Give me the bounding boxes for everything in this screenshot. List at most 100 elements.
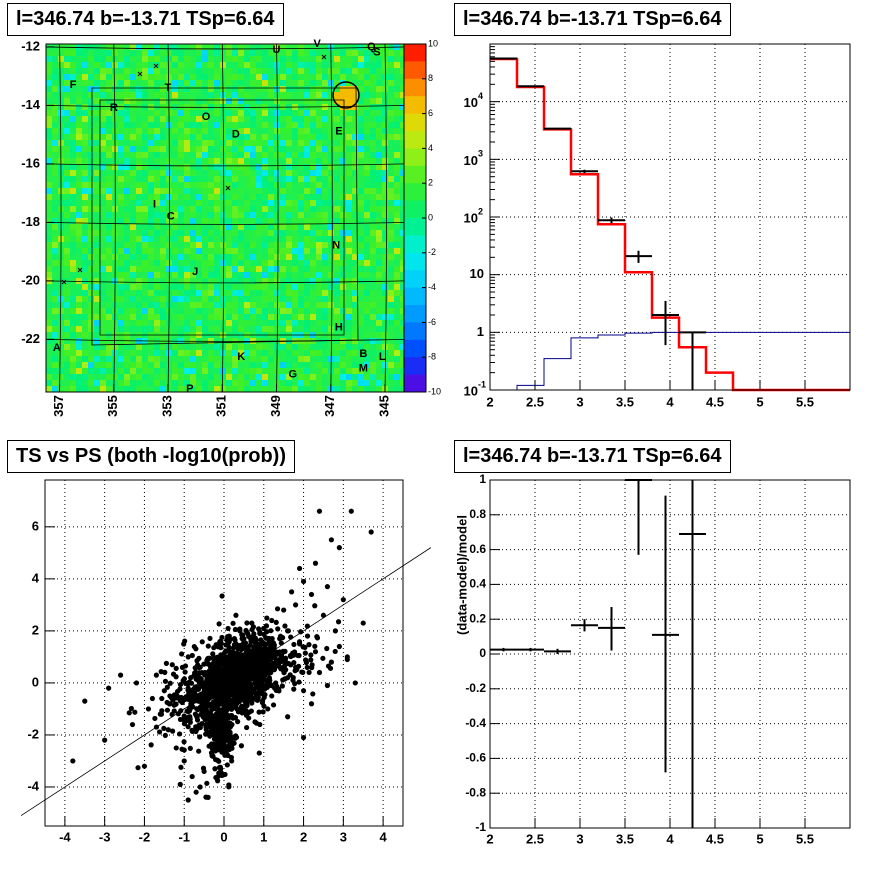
heatmap-cell bbox=[202, 308, 209, 315]
heatmap-cell bbox=[76, 122, 83, 129]
heatmap-cell bbox=[112, 356, 119, 363]
heatmap-cell bbox=[256, 284, 263, 291]
heatmap-cell bbox=[88, 140, 95, 147]
heatmap-cell bbox=[70, 272, 77, 279]
heatmap-cell bbox=[352, 176, 359, 183]
heatmap-cell bbox=[280, 44, 287, 51]
heatmap-cell bbox=[310, 236, 317, 243]
heatmap-cell bbox=[106, 362, 113, 369]
heatmap-cell bbox=[142, 110, 149, 117]
heatmap-cell bbox=[262, 200, 269, 207]
heatmap-cell bbox=[160, 266, 167, 273]
heatmap-cell bbox=[376, 374, 383, 381]
scatter-point bbox=[178, 764, 184, 770]
heatmap-cell bbox=[190, 284, 197, 291]
heatmap-cell bbox=[244, 356, 251, 363]
heatmap-cell bbox=[100, 140, 107, 147]
heatmap-cell bbox=[64, 92, 71, 99]
heatmap-cell bbox=[232, 284, 239, 291]
heatmap-cell bbox=[58, 92, 65, 99]
heatmap-cell bbox=[172, 116, 179, 123]
heatmap-cell bbox=[298, 260, 305, 267]
heatmap-cell bbox=[136, 80, 143, 87]
heatmap-cell bbox=[400, 176, 407, 183]
heatmap-cell bbox=[178, 386, 185, 393]
heatmap-cell bbox=[130, 68, 137, 75]
scatter-point bbox=[226, 633, 232, 639]
heatmap-cell bbox=[340, 212, 347, 219]
heatmap-cell bbox=[202, 182, 209, 189]
heatmap-cell bbox=[256, 158, 263, 165]
heatmap-cell bbox=[94, 380, 101, 387]
skymap-grid-meridian bbox=[59, 43, 62, 393]
heatmap-cell bbox=[250, 92, 257, 99]
scatter-point bbox=[268, 663, 274, 669]
heatmap-cell bbox=[118, 116, 125, 123]
heatmap-cell bbox=[70, 356, 77, 363]
heatmap-cell bbox=[388, 302, 395, 309]
heatmap-cell bbox=[250, 80, 257, 87]
heatmap-cell bbox=[358, 140, 365, 147]
heatmap-cell bbox=[106, 212, 113, 219]
heatmap-cell bbox=[196, 326, 203, 333]
heatmap-cell bbox=[100, 206, 107, 213]
heatmap-cell bbox=[400, 104, 407, 111]
scatter-point bbox=[306, 642, 312, 648]
scatter-point bbox=[181, 739, 187, 745]
heatmap-cell bbox=[124, 356, 131, 363]
heatmap-cell bbox=[352, 218, 359, 225]
heatmap-cell bbox=[268, 140, 275, 147]
heatmap-cell bbox=[394, 104, 401, 111]
heatmap-cell bbox=[160, 206, 167, 213]
heatmap-cell bbox=[394, 362, 401, 369]
heatmap-cell bbox=[388, 242, 395, 249]
heatmap-cell bbox=[238, 386, 245, 393]
heatmap-cell bbox=[154, 128, 161, 135]
heatmap-cell bbox=[52, 200, 59, 207]
heatmap-cell bbox=[316, 242, 323, 249]
heatmap-cell bbox=[58, 98, 65, 105]
heatmap-cell bbox=[130, 170, 137, 177]
heatmap-cell bbox=[214, 200, 221, 207]
heatmap-cell bbox=[328, 182, 335, 189]
heatmap-cell bbox=[88, 98, 95, 105]
heatmap-cell bbox=[328, 272, 335, 279]
heatmap-cell bbox=[316, 284, 323, 291]
heatmap-cell bbox=[286, 62, 293, 69]
heatmap-cell bbox=[118, 110, 125, 117]
heatmap-cell bbox=[310, 116, 317, 123]
heatmap-cell bbox=[202, 176, 209, 183]
heatmap-cell bbox=[142, 86, 149, 93]
heatmap-cell bbox=[244, 302, 251, 309]
heatmap-cell bbox=[154, 278, 161, 285]
heatmap-cell bbox=[304, 368, 311, 375]
heatmap-cell bbox=[64, 158, 71, 165]
heatmap-cell bbox=[316, 386, 323, 393]
heatmap-cell bbox=[286, 254, 293, 261]
heatmap-cell bbox=[154, 98, 161, 105]
heatmap-cell bbox=[334, 86, 341, 93]
heatmap-cell bbox=[328, 116, 335, 123]
heatmap-cell bbox=[112, 50, 119, 57]
heatmap-cell bbox=[130, 176, 137, 183]
heatmap-cell bbox=[262, 146, 269, 153]
heatmap-cell bbox=[82, 104, 89, 111]
heatmap-cell bbox=[178, 254, 185, 261]
heatmap-cell bbox=[370, 242, 377, 249]
heatmap-cell bbox=[340, 152, 347, 159]
heatmap-cell bbox=[226, 236, 233, 243]
heatmap-cell bbox=[160, 56, 167, 63]
heatmap-cell bbox=[394, 152, 401, 159]
heatmap-cell bbox=[292, 86, 299, 93]
heatmap-cell bbox=[376, 158, 383, 165]
heatmap-cell bbox=[214, 128, 221, 135]
heatmap-cell bbox=[154, 176, 161, 183]
heatmap-cell bbox=[88, 344, 95, 351]
heatmap-cell bbox=[304, 302, 311, 309]
heatmap-cell bbox=[190, 344, 197, 351]
skymap-annotation: I bbox=[153, 199, 156, 211]
heatmap-cell bbox=[400, 194, 407, 201]
heatmap-cell bbox=[304, 212, 311, 219]
heatmap-cell bbox=[190, 176, 197, 183]
heatmap-cell bbox=[334, 140, 341, 147]
